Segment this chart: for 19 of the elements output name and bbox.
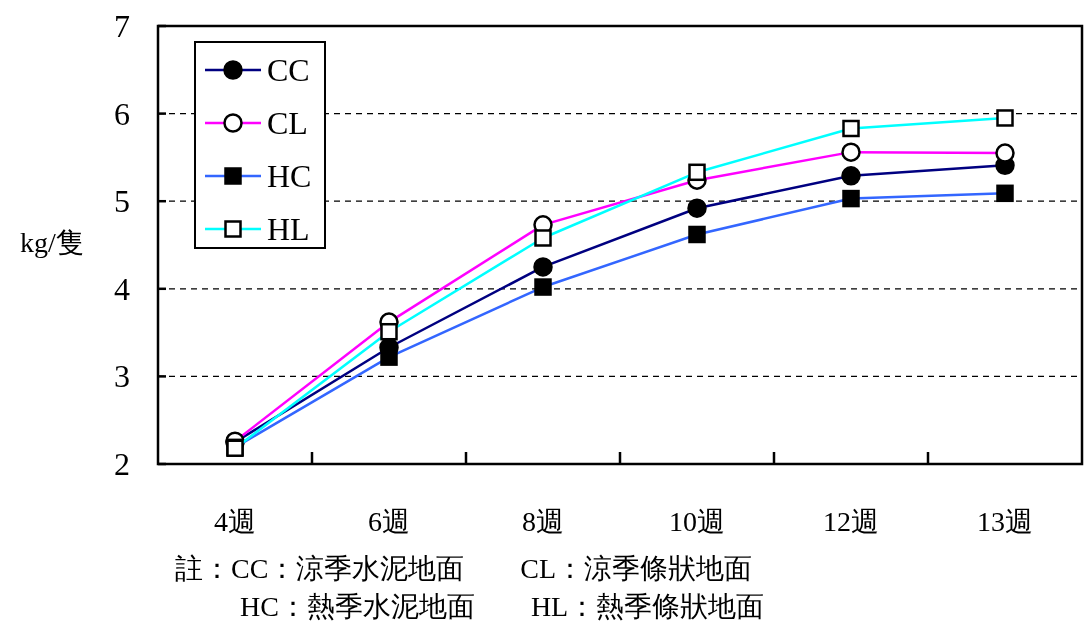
y-tick-label: 4 xyxy=(114,270,130,307)
x-tick-label: 12週 xyxy=(823,506,879,537)
legend-label: CL xyxy=(267,105,308,141)
x-tick-label: 8週 xyxy=(522,506,564,537)
y-tick-label: 3 xyxy=(114,358,130,395)
text: HC：熱季水泥地面 HL：熱季條狀地面 xyxy=(240,591,765,622)
x-tick-label: 4週 xyxy=(214,506,256,537)
x-tick-label: 6週 xyxy=(368,506,410,537)
legend-label: HC xyxy=(267,158,312,194)
y-axis-title: kg/隻 xyxy=(20,227,84,258)
y-tick-label: 2 xyxy=(114,446,130,482)
x-tick-label: 10週 xyxy=(669,506,725,537)
legend-label: HL xyxy=(267,211,310,247)
text: 註：CC：涼季水泥地面 CL：涼季條狀地面 xyxy=(175,553,753,584)
y-tick-label: 5 xyxy=(114,183,130,220)
x-tick-label: 13週 xyxy=(977,506,1033,537)
y-tick-label: 7 xyxy=(114,8,130,44)
legend-label: CC xyxy=(267,52,310,88)
y-tick-label: 6 xyxy=(114,95,130,132)
